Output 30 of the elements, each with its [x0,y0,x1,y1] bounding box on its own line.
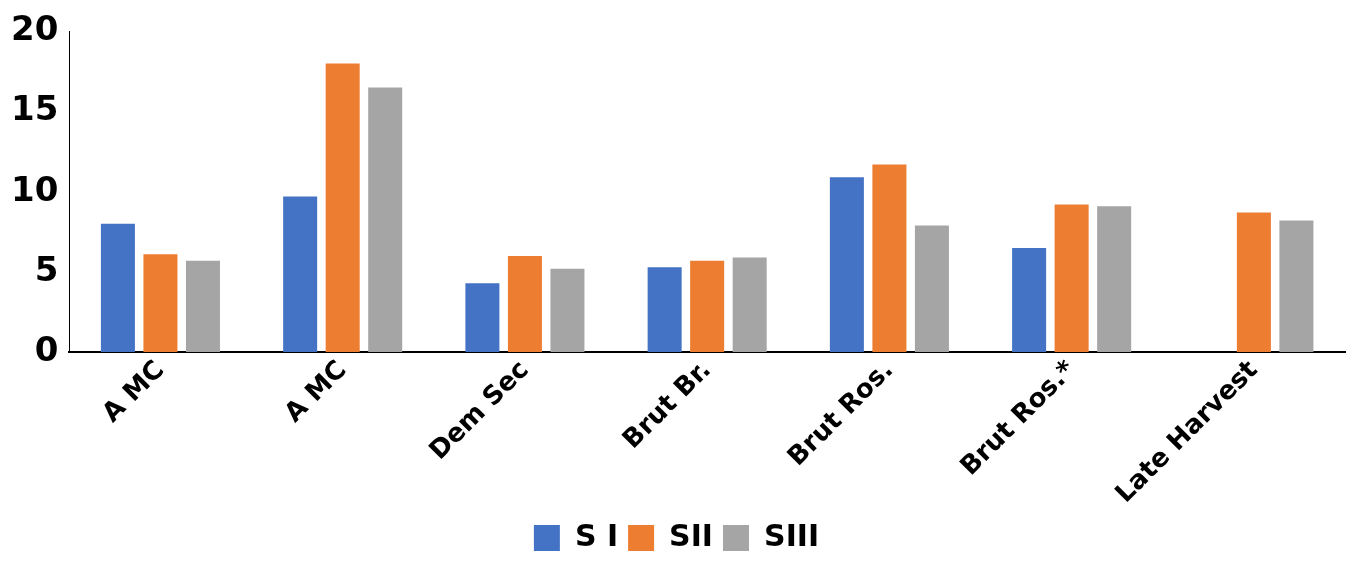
y-tick-label: 5 [34,248,59,289]
bar [143,254,178,353]
bar [1012,247,1047,353]
bar [368,87,403,353]
x-tick-label: A MC [278,353,352,428]
legend-label: SIII [764,517,820,553]
y-tick-label: 0 [34,328,59,369]
bar [1236,212,1271,353]
bar [1279,220,1314,353]
legend-label: S I [574,517,619,553]
bar [550,268,585,353]
y-tick-label: 15 [10,88,59,129]
bar [325,63,360,353]
bar [872,164,907,353]
bar [185,260,220,353]
y-tick-label: 10 [10,168,59,209]
y-tick-label: 20 [10,8,59,49]
x-tick-label: A MC [95,353,170,428]
bar [732,257,767,353]
bar [914,225,949,353]
bar [507,255,542,353]
bar [1097,206,1132,353]
legend-label: SII [669,517,714,553]
bar [1054,204,1089,353]
bar [465,283,500,353]
bar [283,196,318,353]
bar [829,177,864,353]
bar [647,267,682,353]
bar [100,223,135,353]
bar [690,260,725,353]
